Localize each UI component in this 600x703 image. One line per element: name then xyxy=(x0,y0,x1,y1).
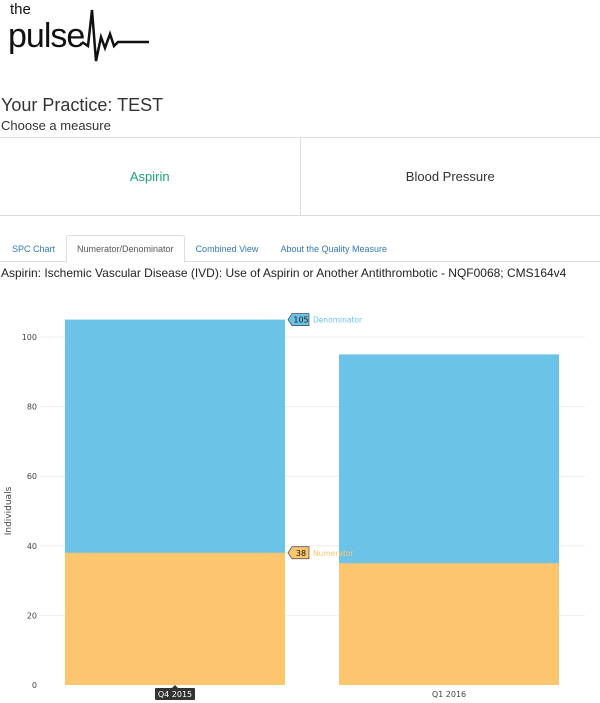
hover-value-box xyxy=(287,546,310,560)
y-tick-label: 60 xyxy=(27,472,37,481)
tab-about-quality-measure[interactable]: About the Quality Measure xyxy=(280,244,387,254)
heartbeat-icon xyxy=(81,9,149,62)
bar-numerator xyxy=(339,563,559,685)
x-hover-pointer xyxy=(172,685,178,688)
y-tick-label: 80 xyxy=(27,403,37,412)
measure-selector: Aspirin Blood Pressure xyxy=(0,137,600,216)
measure-aspirin[interactable]: Aspirin xyxy=(129,169,170,184)
tab-bar: SPC Chart Numerator/Denominator Combined… xyxy=(0,235,600,263)
hover-value: 38 xyxy=(296,549,306,558)
tab-spc-chart[interactable]: SPC Chart xyxy=(12,244,56,254)
logo: the pulse xyxy=(4,2,154,62)
x-hover-label-bg xyxy=(155,688,195,700)
y-tick-label: 20 xyxy=(27,611,37,620)
x-tick-label: Q4 2015 xyxy=(158,690,192,699)
y-tick-label: 100 xyxy=(22,333,37,342)
page-subtitle: Choose a measure xyxy=(1,118,111,133)
numerator-denominator-chart: 0 20 40 60 80 100 Individuals Q4 2015 Q1 2016 105… xyxy=(4,313,585,700)
tab-numerator-denominator[interactable]: Numerator/Denominator xyxy=(66,235,185,263)
hover-series-name: Numerator xyxy=(313,549,354,558)
measure-description: Aspirin: Ischemic Vascular Disease (IVD)… xyxy=(1,266,567,280)
logo-text-the: the xyxy=(10,1,31,18)
tab-combined-view[interactable]: Combined View xyxy=(195,244,259,254)
y-tick-label: 40 xyxy=(27,542,37,551)
hover-value-box xyxy=(287,313,310,326)
logo-text-pulse: pulse xyxy=(8,17,85,55)
x-tick-label: Q1 2016 xyxy=(432,690,466,699)
measure-blood-pressure[interactable]: Blood Pressure xyxy=(299,138,600,215)
hover-value: 105 xyxy=(293,316,308,325)
y-tick-label: 0 xyxy=(32,681,37,690)
hover-series-name: Denominator xyxy=(313,316,363,325)
bar-numerator xyxy=(65,552,285,685)
page-title: Your Practice: TEST xyxy=(1,95,164,115)
y-axis-label: Individuals xyxy=(4,486,14,535)
